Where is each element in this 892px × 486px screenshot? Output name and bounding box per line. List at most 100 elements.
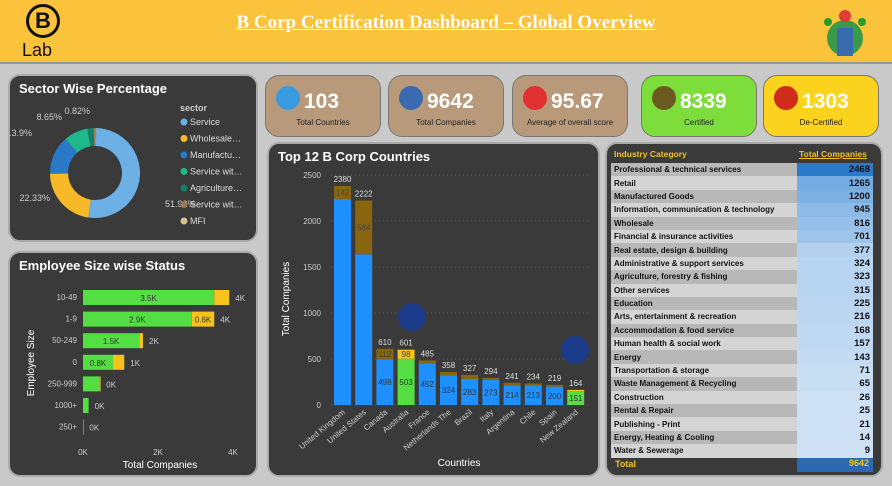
legend-item: Manufactu… bbox=[190, 150, 241, 160]
total-cell: 225 bbox=[797, 296, 873, 311]
total-cell: 143 bbox=[797, 350, 873, 364]
base-label: 213 bbox=[527, 391, 541, 400]
table-row: Real estate, design & building 377 bbox=[611, 243, 873, 257]
table-row: Energy 143 bbox=[611, 350, 873, 364]
country-bar-top bbox=[546, 384, 563, 387]
globe-icon bbox=[276, 86, 300, 110]
x-tick-label: Chile bbox=[518, 407, 538, 426]
target-icon bbox=[523, 86, 547, 110]
country-bar-top bbox=[567, 389, 585, 392]
country-bar-base bbox=[334, 199, 351, 405]
y-tick-label: 1-9 bbox=[65, 315, 77, 324]
bar-label: 2.9K bbox=[129, 316, 146, 325]
total-label: 0K bbox=[95, 402, 105, 411]
employee-bar bbox=[83, 419, 84, 435]
kpi-card-total-companies: 9642 Total Companies bbox=[388, 75, 504, 137]
y-tick-label: 500 bbox=[308, 355, 322, 364]
y-tick-label: 10-49 bbox=[57, 293, 78, 302]
donut-slice bbox=[88, 128, 140, 218]
base-label: 200 bbox=[548, 392, 562, 401]
table-row: Rental & Repair 25 bbox=[611, 404, 873, 418]
top-label: 112 bbox=[379, 350, 392, 359]
industry-cell: Human health & social work bbox=[611, 337, 797, 351]
industry-cell: Manufactured Goods bbox=[611, 189, 797, 204]
total-cell: 816 bbox=[797, 216, 873, 230]
base-label: 498 bbox=[378, 378, 392, 387]
employee-panel: Employee Size wise Status 10-49 3.5K 4K 1-9… bbox=[8, 251, 258, 477]
country-bar-top bbox=[524, 383, 542, 386]
total-label: 164 bbox=[569, 379, 583, 388]
legend-item: Service wit… bbox=[190, 167, 243, 177]
country-bar-top bbox=[418, 360, 436, 364]
total-label: 601 bbox=[399, 339, 413, 348]
country-bar-base bbox=[355, 254, 373, 405]
country-bar-top bbox=[355, 200, 373, 255]
legend-marker bbox=[180, 118, 188, 126]
total-cell: 65 bbox=[797, 377, 873, 391]
employee-bar bbox=[83, 354, 113, 370]
total-label: Total bbox=[615, 459, 636, 469]
total-value: 9642 bbox=[797, 458, 873, 472]
donut-slice bbox=[50, 139, 78, 174]
slice-label: 8.65% bbox=[36, 112, 62, 122]
table-row: Manufactured Goods 1200 bbox=[611, 189, 873, 204]
earth-city-icon bbox=[824, 10, 866, 56]
total-cell: 14 bbox=[797, 430, 873, 445]
top-label: 142 bbox=[336, 189, 350, 198]
y-tick-label: 1000 bbox=[303, 309, 321, 318]
table-row: Retail 1265 bbox=[611, 176, 873, 190]
header-total[interactable]: Total Companies bbox=[799, 149, 867, 159]
sector-donut-chart: 51.92% 22.33% 13.9% 8.65%0.82% sector Service… bbox=[10, 103, 243, 226]
bar-label: 3.5K bbox=[140, 294, 157, 303]
certified-badge-icon bbox=[652, 86, 676, 110]
table-row: Accommodation & food service 168 bbox=[611, 323, 873, 338]
legend-marker bbox=[180, 201, 188, 208]
legend-item: Wholesale… bbox=[190, 134, 241, 144]
country-bar-base bbox=[397, 358, 415, 405]
y-axis-title: Employee Size bbox=[26, 329, 37, 396]
table-total-row: Total 9642 bbox=[611, 458, 873, 472]
total-label: 610 bbox=[378, 338, 392, 347]
table-row: Energy, Heating & Cooling 14 bbox=[611, 430, 873, 445]
country-bar-base bbox=[503, 385, 521, 405]
base-label: 151 bbox=[569, 394, 583, 403]
country-bar-base bbox=[482, 379, 500, 405]
table-row: Arts, entertainment & recreation 216 bbox=[611, 310, 873, 324]
header-industry[interactable]: Industry Category bbox=[614, 149, 687, 159]
table-row: Professional & technical services 2468 bbox=[611, 163, 873, 177]
total-label: 1K bbox=[130, 359, 140, 368]
kpi-card-total-countries: 103 Total Countries bbox=[265, 75, 381, 137]
kpi-label: De-Certified bbox=[799, 118, 843, 127]
employee-bar bbox=[83, 333, 140, 349]
country-bar-top bbox=[440, 372, 457, 376]
total-cell: 2468 bbox=[797, 163, 873, 177]
legend-title: sector bbox=[180, 103, 208, 113]
employee-title: Employee Size wise Status bbox=[19, 258, 186, 273]
table-row: Information, communication & technology 9… bbox=[611, 203, 873, 217]
total-label: 2380 bbox=[334, 175, 352, 184]
total-cell: 168 bbox=[797, 323, 873, 338]
total-label: 0K bbox=[106, 380, 116, 389]
total-cell: 1265 bbox=[797, 176, 873, 190]
country-bar-base bbox=[461, 378, 479, 405]
legend-marker bbox=[180, 135, 188, 142]
table-row: Wholesale 816 bbox=[611, 216, 873, 230]
donut-slice bbox=[50, 173, 91, 218]
total-cell: 71 bbox=[797, 363, 873, 378]
country-bar-base bbox=[418, 363, 436, 405]
legend-item: Service wit… bbox=[190, 200, 243, 210]
countries-panel: Top 12 B Corp Countries 0 500 1000 1500 2000… bbox=[267, 142, 600, 477]
sector-panel: Sector Wise Percentage 51.92% 22.33% 13.9%… bbox=[8, 74, 258, 242]
australia-flag-icon bbox=[398, 303, 426, 331]
employee-bar bbox=[139, 333, 143, 349]
kpi-label: Total Countries bbox=[296, 118, 350, 127]
employee-bar bbox=[83, 290, 215, 305]
industry-cell: Arts, entertainment & recreation bbox=[611, 310, 797, 324]
x-axis-title: Countries bbox=[438, 458, 481, 469]
total-label: 4K bbox=[235, 294, 245, 303]
industry-cell: Waste Management & Recycling bbox=[611, 377, 797, 391]
table-row: Education 225 bbox=[611, 296, 873, 311]
table-row: Financial & insurance activities 701 bbox=[611, 229, 873, 244]
total-label: 358 bbox=[442, 361, 456, 370]
country-bar-base bbox=[567, 391, 585, 405]
